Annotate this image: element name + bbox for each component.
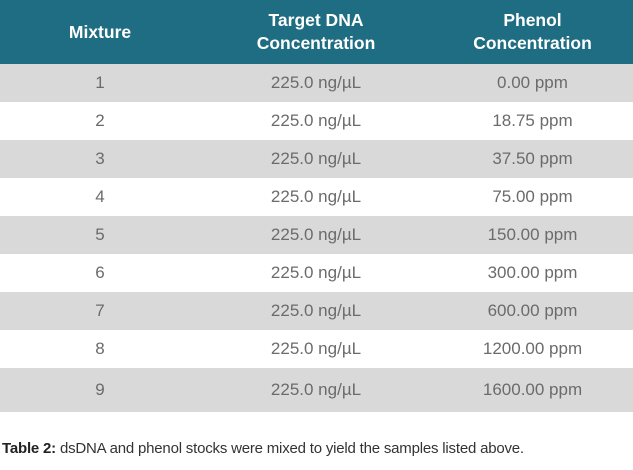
table-header: Mixture Target DNA Concentration Phenol … <box>0 0 633 64</box>
cell-dna-concentration: 225.0 ng/µL <box>270 263 362 282</box>
table-row: 9 225.0 ng/µL 1600.00 ppm <box>0 368 633 412</box>
cell-dna-concentration: 225.0 ng/µL <box>270 339 362 358</box>
table-caption: Table 2: dsDNA and phenol stocks were mi… <box>2 440 524 457</box>
header-phenol-line2: Concentration <box>473 33 592 53</box>
cell-mixture: 6 <box>95 263 105 282</box>
cell-dna-concentration: 225.0 ng/µL <box>270 111 362 130</box>
cell-mixture: 8 <box>95 339 105 358</box>
cell-dna-concentration: 225.0 ng/µL <box>270 380 362 399</box>
cell-dna-concentration: 225.0 ng/µL <box>270 73 362 92</box>
cell-mixture: 3 <box>95 149 105 168</box>
header-mixture-label: Mixture <box>68 21 132 42</box>
cell-mixture: 4 <box>95 187 105 206</box>
cell-mixture: 7 <box>95 301 105 320</box>
cell-phenol-concentration: 600.00 ppm <box>487 301 578 320</box>
cell-dna-concentration: 225.0 ng/µL <box>270 187 362 206</box>
cell-dna-concentration: 225.0 ng/µL <box>270 225 362 244</box>
header-phenol-concentration: Phenol Concentration <box>432 0 633 64</box>
table-row: 2 225.0 ng/µL 18.75 ppm <box>0 102 633 140</box>
table-body: 1 225.0 ng/µL 0.00 ppm 2 225.0 ng/µL 18.… <box>0 64 633 412</box>
table-row: 7 225.0 ng/µL 600.00 ppm <box>0 292 633 330</box>
cell-phenol-concentration: 0.00 ppm <box>497 73 568 92</box>
cell-mixture: 2 <box>95 111 105 130</box>
mixtures-table: Mixture Target DNA Concentration Phenol … <box>0 0 633 412</box>
cell-phenol-concentration: 1600.00 ppm <box>482 380 583 399</box>
cell-dna-concentration: 225.0 ng/µL <box>270 149 362 168</box>
table-row: 3 225.0 ng/µL 37.50 ppm <box>0 140 633 178</box>
table-row: 1 225.0 ng/µL 0.00 ppm <box>0 64 633 102</box>
cell-phenol-concentration: 300.00 ppm <box>487 263 578 282</box>
cell-mixture: 1 <box>95 73 105 92</box>
cell-phenol-concentration: 1200.00 ppm <box>482 339 583 358</box>
header-phenol-line1: Phenol <box>503 10 562 30</box>
caption-label: Table 2: <box>2 440 56 457</box>
header-target-dna-concentration: Target DNA Concentration <box>200 0 432 64</box>
cell-phenol-concentration: 18.75 ppm <box>492 111 573 130</box>
table-row: 4 225.0 ng/µL 75.00 ppm <box>0 178 633 216</box>
cell-phenol-concentration: 37.50 ppm <box>492 149 573 168</box>
header-target-dna-line2: Concentration <box>256 33 376 53</box>
cell-dna-concentration: 225.0 ng/µL <box>270 301 362 320</box>
cell-phenol-concentration: 150.00 ppm <box>487 225 578 244</box>
caption-text: dsDNA and phenol stocks were mixed to yi… <box>55 440 524 457</box>
cell-mixture: 9 <box>95 380 105 399</box>
header-row: Mixture Target DNA Concentration Phenol … <box>0 0 633 64</box>
header-mixture: Mixture <box>0 0 200 64</box>
table-row: 5 225.0 ng/µL 150.00 ppm <box>0 216 633 254</box>
cell-phenol-concentration: 75.00 ppm <box>492 187 573 206</box>
cell-mixture: 5 <box>95 225 105 244</box>
table-row: 6 225.0 ng/µL 300.00 ppm <box>0 254 633 292</box>
table-row: 8 225.0 ng/µL 1200.00 ppm <box>0 330 633 368</box>
header-target-dna-line1: Target DNA <box>268 10 364 30</box>
